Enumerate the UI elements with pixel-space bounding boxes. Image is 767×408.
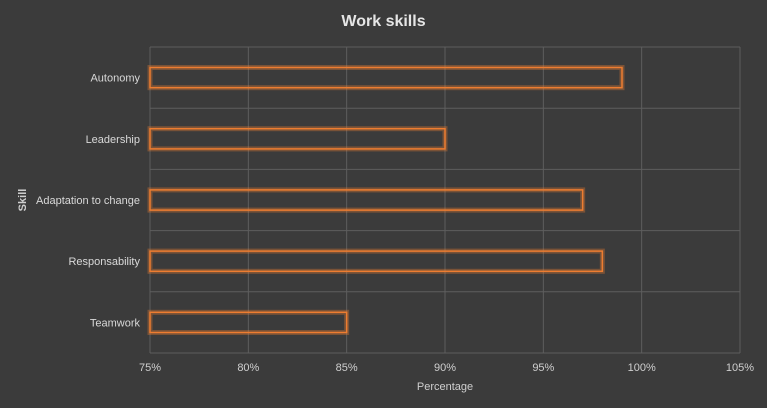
x-axis-title: Percentage (417, 381, 473, 393)
category-label: Autonomy (90, 73, 140, 85)
bar-glow (147, 65, 625, 91)
y-axis-title: Skill (17, 189, 29, 212)
x-tick-label: 95% (532, 362, 554, 374)
x-tick-label: 85% (336, 362, 358, 374)
bar-glow (147, 248, 605, 274)
bar (149, 66, 623, 89)
category-label: Leadership (86, 134, 140, 146)
bars (147, 65, 625, 335)
x-tick-label: 105% (726, 362, 754, 374)
bar (149, 127, 446, 150)
x-tick-label: 75% (139, 362, 161, 374)
x-tick-label: 100% (628, 362, 656, 374)
chart-title: Work skills (341, 13, 425, 30)
bar (149, 189, 584, 211)
x-tick-label: 90% (434, 362, 456, 374)
category-label: Responsability (68, 256, 140, 268)
bar-glow (147, 187, 586, 213)
bar (149, 311, 348, 334)
x-tick-label: 80% (237, 362, 259, 374)
bar (149, 250, 604, 273)
gridlines (149, 46, 741, 354)
x-tick-labels: 75% 80% 85% 90% 95% 100% 105% (139, 362, 754, 374)
category-labels: Autonomy Leadership Adaptation to change Re… (36, 73, 140, 330)
bar-glow (147, 126, 448, 152)
category-label: Teamwork (90, 317, 141, 329)
category-label: Adaptation to change (36, 195, 140, 207)
